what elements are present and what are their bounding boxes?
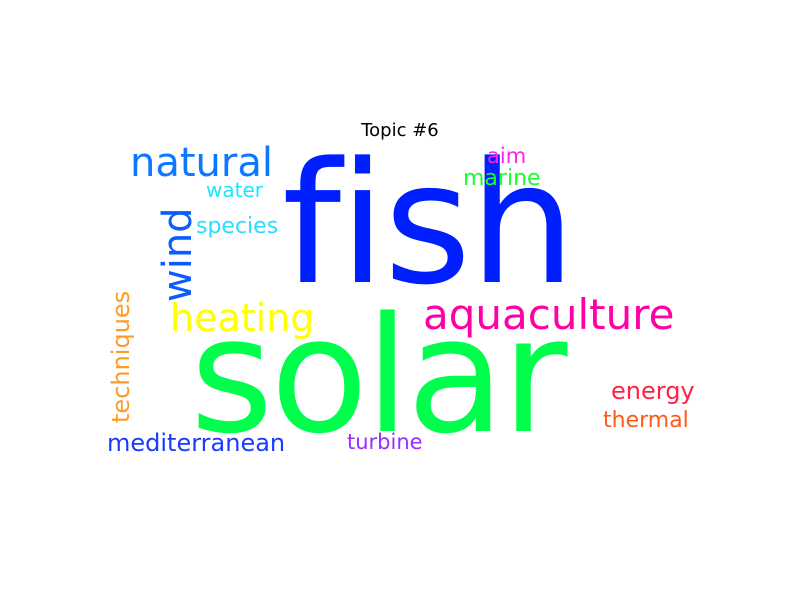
word-marine: marine (463, 166, 541, 191)
word-water: water (206, 178, 263, 202)
word-solar: solar (190, 282, 568, 469)
word-mediterranean: mediterranean (107, 429, 286, 457)
plot-title: Topic #6 (361, 120, 439, 141)
word-natural: natural (130, 140, 273, 186)
word-thermal: thermal (603, 408, 689, 433)
word-fish: fish (282, 126, 576, 322)
word-wind: wind (155, 207, 201, 302)
word-species: species (196, 214, 279, 239)
word-heating: heating (170, 296, 315, 340)
word-turbine: turbine (347, 430, 423, 454)
word-techniques: techniques (107, 290, 135, 423)
word-aquaculture: aquaculture (423, 290, 675, 339)
word-energy: energy (611, 377, 695, 405)
word-aim: aim (487, 144, 527, 168)
